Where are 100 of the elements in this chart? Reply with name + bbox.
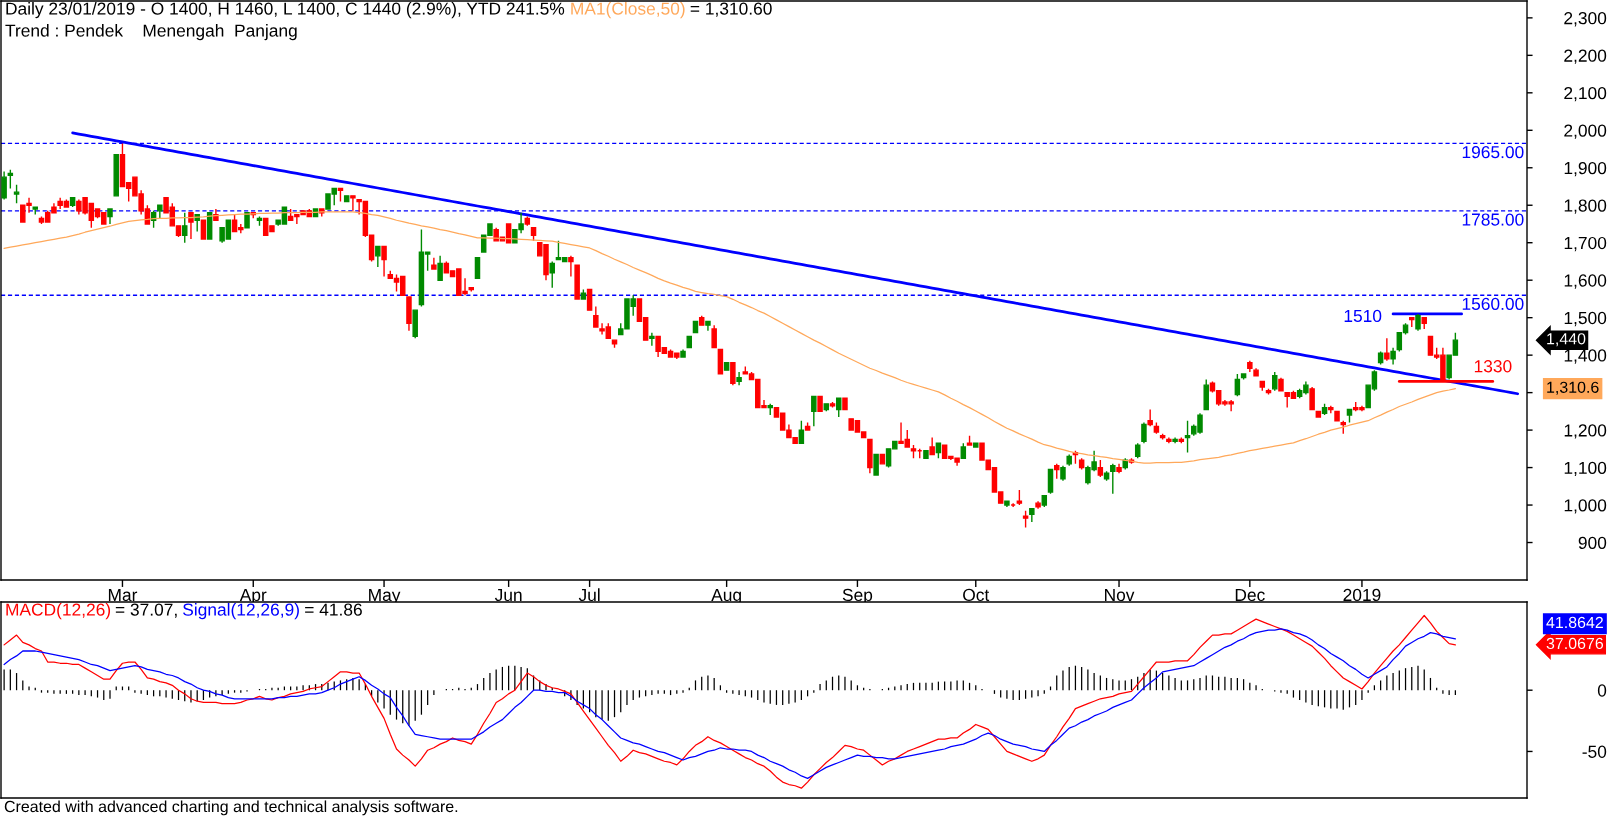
- candlestick: [717, 348, 724, 375]
- x-tick-label: Mar: [108, 588, 138, 602]
- candlestick: [804, 421, 811, 431]
- candlestick: [350, 195, 356, 212]
- candlestick: [188, 212, 194, 240]
- candlestick: [767, 403, 773, 416]
- candlestick: [1334, 410, 1340, 422]
- candlestick: [1390, 346, 1396, 366]
- x-tick-label: Oct: [963, 588, 990, 602]
- candlestick: [1029, 508, 1035, 523]
- candlestick: [680, 348, 686, 358]
- y-tick-label: 1,800: [1564, 199, 1607, 214]
- candlestick: [1078, 457, 1085, 471]
- text: 1,310.6: [1547, 381, 1599, 395]
- candlestick: [1184, 420, 1191, 454]
- candlestick: [474, 257, 481, 280]
- candlestick: [412, 309, 418, 339]
- candlestick: [1259, 380, 1266, 392]
- annotation: = 41.86: [305, 603, 362, 616]
- y-tick-label: 2,300: [1564, 12, 1607, 27]
- candlestick: [437, 255, 443, 281]
- y-tick-label: 0: [1597, 684, 1607, 697]
- candlestick: [244, 212, 250, 229]
- candlestick: [1097, 459, 1104, 478]
- candlestick: [1240, 373, 1247, 381]
- x-tick-label: Jul: [578, 588, 600, 602]
- candlestick: [574, 264, 580, 300]
- candlestick: [1141, 421, 1147, 444]
- x-tick-label: Sep: [842, 588, 873, 605]
- y-tick-label: 1,400: [1564, 349, 1607, 364]
- candlestick: [1271, 371, 1278, 392]
- candlestick: [698, 315, 705, 326]
- ref-line-label: 1560.00: [1462, 297, 1524, 311]
- text: 1,440: [1547, 333, 1586, 347]
- y-tick-label: 2,000: [1564, 124, 1607, 139]
- x-tick-label: 2019: [1343, 588, 1381, 602]
- candlestick: [7, 168, 14, 190]
- candlestick: [1103, 470, 1110, 482]
- candlestick: [549, 260, 555, 289]
- candlestick: [1421, 316, 1427, 330]
- candlestick: [1247, 360, 1253, 373]
- candlestick: [649, 331, 655, 347]
- candlestick: [1147, 408, 1153, 428]
- candlestick: [1134, 442, 1141, 459]
- candlestick: [157, 204, 163, 220]
- x-tick-label: Nov: [1105, 588, 1135, 602]
- candlestick: [69, 197, 76, 208]
- candlestick: [200, 219, 207, 240]
- candlestick: [960, 442, 967, 459]
- candlestick: [973, 442, 979, 448]
- candlestick: [1203, 378, 1209, 411]
- annotation: = 37.07,: [115, 603, 177, 618]
- candlestick: [113, 153, 119, 197]
- candlestick: [1060, 465, 1066, 482]
- text: MA1(Close,50): [571, 2, 685, 19]
- y-tick-label: 2,100: [1564, 86, 1607, 102]
- ref-line-label: 1965.00: [1462, 145, 1524, 159]
- x-tick-label: May: [369, 588, 401, 605]
- candlestick: [1116, 463, 1122, 474]
- series-label: 1330: [1474, 360, 1512, 373]
- text: 41.8642: [1546, 616, 1603, 629]
- x-tick-label: Jun: [494, 588, 522, 602]
- candlestick: [1321, 403, 1328, 416]
- candlestick: [823, 403, 830, 413]
- candlestick: [1022, 509, 1029, 529]
- candlestick: [1, 170, 7, 201]
- candlestick: [1234, 373, 1241, 398]
- candlestick: [711, 324, 717, 349]
- x-tick-label: Dec: [1235, 588, 1265, 602]
- candlestick: [867, 438, 873, 474]
- candlestick: [1041, 494, 1048, 508]
- candlestick: [524, 215, 531, 227]
- candlestick: [1415, 313, 1421, 332]
- y-tick-label: 1,000: [1564, 499, 1607, 514]
- candlestick: [406, 296, 412, 332]
- candlestick: [1377, 350, 1384, 366]
- y-tick-label: 1,900: [1564, 161, 1607, 177]
- text: Signal(12,26,9): [183, 603, 299, 620]
- candlestick: [910, 444, 917, 459]
- y-tick-label: 1,700: [1564, 236, 1607, 252]
- candlestick: [431, 257, 437, 270]
- candlestick: [1409, 316, 1415, 328]
- candlestick: [1172, 436, 1178, 444]
- y-tick-label: 1,500: [1564, 311, 1607, 327]
- y-tick-label: 2,200: [1564, 49, 1607, 64]
- candlestick: [375, 245, 381, 268]
- candlestick: [381, 245, 387, 278]
- candlestick: [586, 288, 593, 311]
- candlestick: [530, 227, 537, 242]
- y-tick-label: 1,600: [1564, 274, 1607, 289]
- candlestick: [730, 361, 736, 386]
- candlestick: [873, 453, 879, 476]
- candlestick: [966, 435, 973, 446]
- candlestick: [798, 420, 805, 444]
- candlestick: [1047, 468, 1054, 495]
- candlestick: [1315, 410, 1322, 418]
- candlestick: [1053, 463, 1060, 480]
- candlestick: [1328, 405, 1334, 414]
- candlestick: [723, 361, 730, 371]
- candlestick: [337, 187, 344, 203]
